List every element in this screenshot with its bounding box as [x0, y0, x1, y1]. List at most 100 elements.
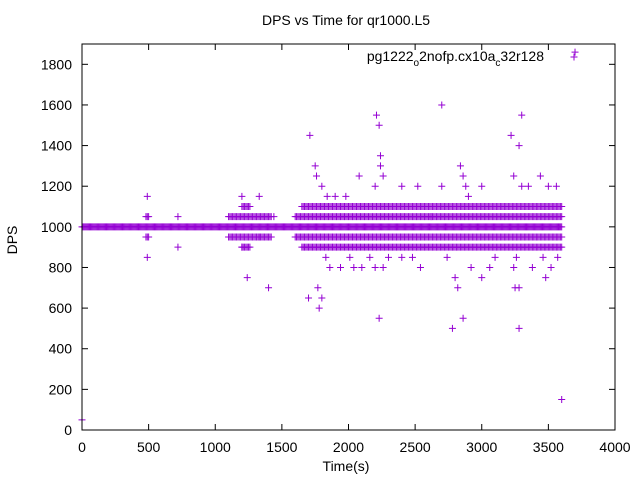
x-tick-label: 2500 — [400, 439, 431, 455]
scatter-point — [539, 253, 547, 261]
x-tick-label: 1500 — [266, 439, 297, 455]
scatter-point — [438, 101, 446, 109]
scatter-point — [143, 253, 151, 261]
scatter-point — [558, 243, 566, 251]
scatter-point — [478, 182, 486, 190]
scatter-point — [331, 192, 339, 200]
legend-label-subscript: o — [414, 58, 420, 69]
plot-frame — [81, 43, 616, 431]
scatter-point — [554, 253, 562, 261]
scatter-point — [558, 213, 566, 221]
scatter-point — [311, 162, 319, 170]
scatter-point — [451, 274, 459, 282]
scatter-point — [459, 172, 467, 180]
scatter-point — [358, 263, 366, 271]
scatter-point — [243, 274, 251, 282]
scatter-point — [246, 203, 254, 211]
scatter-point — [371, 263, 379, 271]
scatter-point — [558, 223, 566, 231]
scatter-point — [515, 324, 523, 332]
scatter-point — [318, 182, 326, 190]
y-tick-label: 400 — [49, 341, 73, 357]
scatter-point — [255, 192, 263, 200]
x-tick-label: 3000 — [466, 439, 497, 455]
scatter-point — [558, 203, 566, 211]
scatter-point — [518, 182, 526, 190]
legend: pg1222o2nofp.cx10ac32r128 — [367, 48, 578, 69]
scatter-point — [558, 396, 566, 404]
scatter-point — [372, 111, 380, 119]
scatter-point — [542, 274, 550, 282]
scatter-point — [346, 253, 354, 261]
legend-label-part: 2nofp.cx10a — [419, 48, 495, 64]
scatter-point — [375, 314, 383, 322]
y-tick-label: 200 — [49, 381, 73, 397]
scatter-point — [528, 263, 536, 271]
scatter-point — [507, 131, 515, 139]
scatter-point — [238, 192, 246, 200]
scatter-point — [515, 142, 523, 150]
scatter-point — [145, 233, 153, 241]
scatter-point — [536, 172, 544, 180]
scatter-point — [145, 213, 153, 221]
scatter-points-series — [78, 48, 579, 424]
scatter-point — [322, 253, 330, 261]
scatter-point — [448, 324, 456, 332]
scatter-point — [174, 243, 182, 251]
scatter-point — [337, 263, 345, 271]
scatter-point — [366, 253, 374, 261]
legend-marker-plus — [570, 53, 578, 61]
x-axis-label: Time(s) — [323, 458, 370, 474]
scatter-point — [491, 253, 499, 261]
scatter-point — [398, 182, 406, 190]
scatter-point — [515, 284, 523, 292]
y-tick-label: 600 — [49, 300, 73, 316]
scatter-point — [384, 253, 392, 261]
y-tick-label: 1600 — [41, 97, 72, 113]
scatter-point — [544, 182, 552, 190]
scatter-point — [265, 284, 273, 292]
y-tick-label: 1400 — [41, 138, 72, 154]
scatter-point — [350, 263, 358, 271]
y-tick-labels: 0 200 400 600 800 1000 1200 1400 1600 1800 — [41, 56, 72, 438]
x-tick-label: 0 — [78, 439, 86, 455]
scatter-point — [246, 243, 254, 251]
y-tick-label: 1800 — [41, 56, 72, 72]
scatter-point — [305, 294, 313, 302]
y-tick-label: 1000 — [41, 219, 72, 235]
scatter-point — [355, 172, 363, 180]
scatter-point — [342, 192, 350, 200]
scatter-point — [462, 182, 470, 190]
scatter-point — [518, 111, 526, 119]
scatter-point — [571, 48, 579, 56]
scatter-point — [314, 284, 322, 292]
scatter-point — [456, 162, 464, 170]
y-tick-label: 1200 — [41, 178, 72, 194]
y-axis-label: DPS — [4, 226, 20, 255]
scatter-point — [478, 274, 486, 282]
scatter-point — [270, 213, 278, 221]
x-tick-labels: 0 500 1000 1500 2000 2500 3000 3500 4000 — [78, 439, 631, 455]
scatter-point — [376, 152, 384, 160]
x-tick-label: 4000 — [599, 439, 630, 455]
scatter-point — [375, 121, 383, 129]
legend-label-part: 32r128 — [500, 48, 544, 64]
scatter-point — [315, 304, 323, 312]
scatter-point — [486, 263, 494, 271]
scatter-point — [306, 131, 314, 139]
scatter-point — [454, 284, 462, 292]
x-tick-label: 2000 — [333, 439, 364, 455]
scatter-point — [552, 182, 560, 190]
scatter-point — [464, 192, 472, 200]
scatter-point — [558, 233, 566, 241]
scatter-point — [510, 263, 518, 271]
scatter-point — [379, 172, 387, 180]
scatter-point — [326, 263, 334, 271]
scatter-point — [427, 213, 435, 221]
scatter-point — [459, 314, 467, 322]
scatter-point — [510, 172, 518, 180]
legend-plus-marker — [570, 53, 578, 61]
x-tick-label: 3500 — [533, 439, 564, 455]
y-tick-label: 0 — [64, 422, 72, 438]
